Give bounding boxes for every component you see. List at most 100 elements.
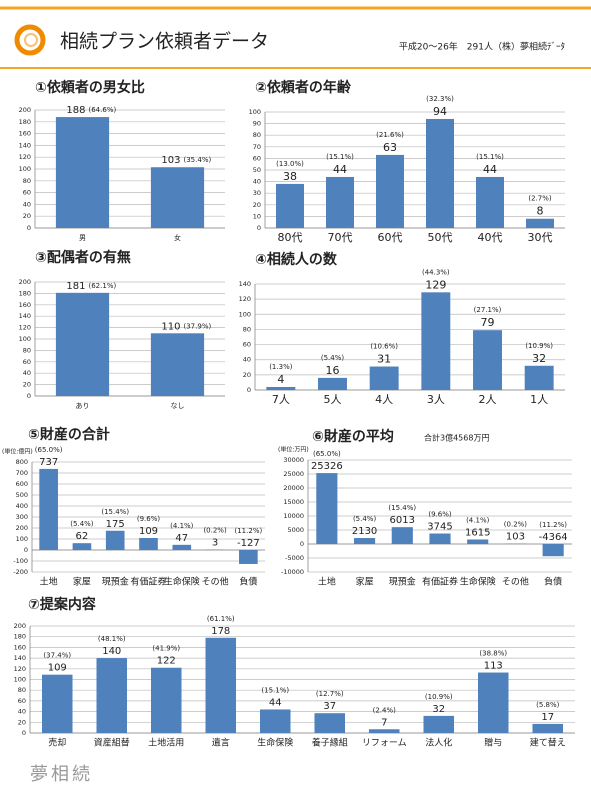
- y-tick-label: 200: [14, 622, 26, 630]
- y-tick-label: 60: [18, 697, 26, 705]
- y-tick-label: 60: [253, 154, 261, 162]
- y-tick-label: 180: [19, 289, 31, 297]
- share-label: (65.0%): [35, 446, 63, 454]
- share-label: (10.9%): [425, 693, 453, 701]
- x-tick-label: その他: [202, 576, 229, 588]
- y-tick-label: 0: [22, 729, 26, 737]
- value-label: 1615: [465, 527, 490, 538]
- y-tick-label: 80: [23, 177, 31, 185]
- value-label: 6013: [390, 515, 415, 526]
- x-tick-label: 法人化: [425, 737, 452, 749]
- chart-title: ③配偶者の有無: [35, 249, 131, 266]
- y-tick-label: 80: [23, 346, 31, 354]
- y-tick-label: 140: [19, 312, 31, 320]
- y-tick-label: 600: [16, 480, 28, 488]
- bar: [478, 673, 509, 733]
- value-label: 38: [283, 170, 297, 183]
- y-tick-label: 0: [27, 224, 31, 232]
- value-label: 16: [326, 364, 340, 377]
- x-tick-label: 家屋: [73, 576, 91, 588]
- y-tick-label: 120: [19, 153, 31, 161]
- y-tick-label: 20: [23, 381, 31, 389]
- value-label: -4364: [539, 532, 568, 543]
- value-label: 129: [425, 278, 446, 291]
- logo-inner: [25, 34, 37, 46]
- share-label: (11.2%): [235, 527, 263, 535]
- y-tick-label: 15000: [283, 498, 304, 506]
- value-label: 122: [157, 656, 176, 667]
- share-label: (10.9%): [525, 342, 553, 350]
- y-tick-label: 5000: [287, 526, 304, 534]
- share-label: (61.1%): [207, 615, 235, 623]
- y-tick-label: 160: [19, 130, 31, 138]
- y-tick-label: 90: [253, 120, 261, 128]
- x-tick-label: 資産組替: [94, 737, 130, 749]
- x-tick-label: 50代: [428, 231, 453, 244]
- bar: [172, 545, 191, 550]
- y-tick-label: 100: [19, 335, 31, 343]
- bar: [106, 531, 125, 550]
- y-tick-label: 70: [253, 143, 261, 151]
- value-label: 181: [66, 281, 85, 292]
- y-tick-label: 10: [253, 212, 261, 220]
- y-tick-label: 180: [19, 118, 31, 126]
- bar: [376, 155, 404, 228]
- x-tick-label: 有価証券: [130, 576, 166, 588]
- value-label: 178: [211, 626, 230, 637]
- chart-note: 合計3億4568万円: [424, 433, 489, 443]
- bar: [314, 713, 345, 733]
- bar: [260, 709, 291, 733]
- bar: [421, 292, 450, 390]
- x-tick-label: あり: [76, 402, 90, 410]
- value-label: 113: [484, 661, 503, 672]
- y-tick-label: 800: [16, 458, 28, 466]
- share-label: (12.7%): [316, 690, 344, 698]
- y-tick-label: 0: [257, 224, 261, 232]
- value-label: 4: [277, 373, 284, 386]
- bar: [266, 387, 295, 390]
- bar: [139, 538, 158, 550]
- x-tick-label: 30代: [528, 231, 553, 244]
- bar: [370, 367, 399, 390]
- value-label: 175: [106, 519, 125, 530]
- value-label: 8: [537, 205, 544, 218]
- bar: [467, 539, 488, 544]
- x-tick-label: なし: [171, 402, 185, 410]
- y-tick-label: 700: [16, 469, 28, 477]
- y-tick-label: 25000: [283, 470, 304, 478]
- y-tick-label: 100: [16, 535, 28, 543]
- y-tick-label: 400: [16, 502, 28, 510]
- bar: [543, 544, 564, 556]
- share-label: (27.1%): [474, 306, 502, 314]
- y-tick-label: 160: [19, 301, 31, 309]
- bar: [532, 724, 563, 733]
- share-label: (35.4%): [184, 156, 212, 164]
- x-tick-label: 生命保険: [164, 576, 200, 588]
- share-label: (1.3%): [269, 363, 293, 371]
- chart-title: ①依頼者の男女比: [35, 79, 145, 96]
- y-tick-label: 120: [19, 324, 31, 332]
- page-subtitle: 平成20～26年 291人（株）夢相続ﾃﾞｰﾀ: [399, 41, 565, 53]
- y-tick-label: 0: [27, 392, 31, 400]
- y-tick-label: 180: [14, 633, 26, 641]
- y-tick-label: 60: [23, 189, 31, 197]
- share-label: (5.4%): [70, 520, 94, 528]
- value-label: 37: [323, 701, 336, 712]
- value-label: 32: [532, 352, 546, 365]
- value-label: 103: [506, 532, 525, 543]
- value-label: 79: [481, 316, 495, 329]
- y-tick-label: 20000: [283, 484, 304, 492]
- y-tick-label: 80: [253, 131, 261, 139]
- x-tick-label: 贈与: [484, 737, 502, 749]
- y-tick-label: 20: [253, 201, 261, 209]
- share-label: (2.4%): [373, 706, 397, 714]
- bar: [392, 527, 413, 544]
- y-tick-label: -200: [13, 568, 28, 576]
- bar: [526, 219, 554, 228]
- value-label: 31: [377, 353, 391, 366]
- y-tick-label: 300: [16, 513, 28, 521]
- y-tick-label: -5000: [285, 554, 304, 562]
- value-label: 44: [483, 163, 497, 176]
- x-tick-label: その他: [502, 576, 529, 588]
- share-label: (9.6%): [137, 515, 161, 523]
